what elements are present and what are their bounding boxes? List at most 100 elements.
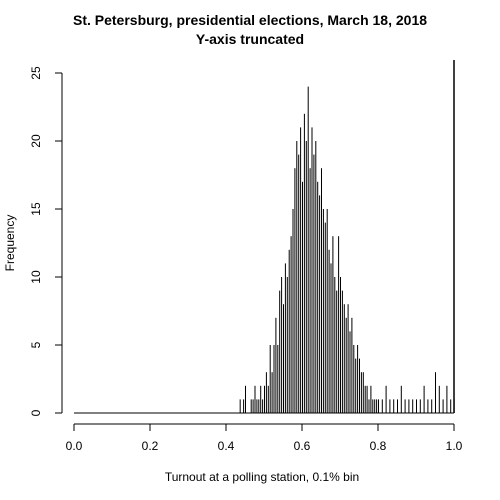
histogram-bar: [366, 385, 368, 413]
y-tick-label: 0: [29, 409, 43, 416]
histogram-bar: [300, 127, 302, 414]
histogram-bar: [400, 385, 402, 413]
histogram-bar: [412, 399, 414, 413]
histogram-bar: [326, 209, 328, 413]
histogram-bar: [442, 399, 444, 413]
x-tick-label: 0.2: [142, 439, 159, 453]
histogram-bar: [317, 181, 319, 413]
y-tick-label: 5: [29, 341, 43, 348]
histogram-bar: [313, 154, 315, 413]
histogram-bar: [267, 385, 269, 413]
histogram-bar: [328, 249, 330, 413]
histogram-bar: [290, 236, 292, 413]
histogram-bar: [307, 86, 309, 413]
y-tick-label: 15: [29, 202, 43, 216]
histogram-bar: [404, 399, 406, 413]
histogram-bar: [370, 385, 372, 413]
histogram-bar: [345, 317, 347, 413]
histogram-bar: [279, 290, 281, 413]
histogram-bar: [393, 399, 395, 413]
chart-subtitle: Y-axis truncated: [195, 31, 305, 47]
histogram-bar: [265, 372, 267, 413]
histogram-bar: [239, 399, 241, 413]
histogram-bar: [362, 372, 364, 413]
x-tick-label: 1.0: [446, 439, 463, 453]
histogram-bar: [419, 399, 421, 413]
histogram-bar: [322, 209, 324, 413]
y-tick-label: 20: [29, 134, 43, 148]
histogram-bar: [336, 290, 338, 413]
histogram-bar: [250, 399, 252, 413]
histogram-bar: [423, 385, 425, 413]
histogram-bar: [364, 385, 366, 413]
histogram-bar: [303, 113, 305, 414]
y-axis-label: Frequency: [3, 215, 17, 272]
y-axis-ticks: 0 5 10 15 20 25: [29, 66, 62, 416]
histogram-bar: [397, 399, 398, 413]
histogram-bar: [446, 385, 448, 413]
histogram-bar: [332, 236, 334, 413]
histogram-bar: [262, 399, 264, 413]
histogram-bar: [277, 345, 279, 413]
histogram-bar: [408, 399, 410, 413]
chart-title: St. Petersburg, presidential elections, …: [72, 12, 428, 28]
x-tick-label: 0.0: [66, 439, 83, 453]
histogram-bar: [271, 372, 273, 413]
histogram-bar: [273, 345, 275, 413]
histogram-bar: [311, 127, 313, 414]
histogram-bar: [269, 345, 271, 413]
histogram-bar: [264, 385, 265, 413]
histogram-bar: [450, 399, 452, 413]
histogram-bar: [260, 385, 262, 413]
x-axis-ticks: 0.0 0.2 0.4 0.6 0.8 1.0: [66, 424, 463, 453]
histogram-bars: [74, 60, 455, 414]
histogram-bar: [256, 399, 258, 413]
histogram-bar: [284, 263, 286, 413]
histogram-bar: [281, 277, 283, 413]
x-axis-label: Turnout at a polling station, 0.1% bin: [165, 470, 359, 484]
histogram-bar: [334, 277, 336, 413]
histogram-bar: [315, 141, 317, 413]
histogram-bar: [372, 399, 374, 413]
histogram-bar: [341, 290, 343, 413]
y-tick-label: 25: [29, 66, 43, 80]
histogram-bar: [438, 385, 440, 413]
histogram-bar: [324, 222, 326, 413]
histogram-bar: [360, 372, 362, 413]
histogram-bar: [389, 399, 391, 413]
histogram-bar: [374, 399, 376, 413]
histogram-bar: [378, 399, 379, 413]
histogram-bar: [427, 399, 429, 413]
histogram-bar: [349, 331, 351, 413]
histogram-bar: [381, 399, 383, 413]
histogram-bar: [347, 304, 349, 413]
histogram-bar: [340, 277, 341, 413]
histogram-bar: [368, 399, 370, 413]
histogram-bar: [359, 358, 360, 413]
histogram-bar: [296, 141, 298, 413]
histogram-bar: [385, 385, 387, 413]
histogram-bar: [338, 236, 340, 413]
histogram-bar: [435, 372, 436, 413]
histogram-bar: [245, 385, 246, 413]
x-tick-label: 0.8: [370, 439, 387, 453]
histogram-bar: [283, 304, 284, 413]
histogram-bar: [254, 385, 256, 413]
histogram-bar: [376, 399, 378, 413]
histogram-bar: [330, 263, 332, 413]
histogram-bar: [321, 168, 322, 413]
histogram-bar: [305, 141, 307, 413]
histogram-bar: [292, 209, 294, 413]
histogram-bar: [288, 249, 290, 413]
histogram-bar: [416, 399, 417, 413]
histogram-bar: [302, 181, 303, 413]
histogram-bar: [243, 399, 245, 413]
histogram-bar: [353, 345, 355, 413]
histogram-bar: [343, 304, 345, 413]
histogram-bar: [357, 345, 359, 413]
histogram-bar: [298, 154, 300, 413]
histogram-bar: [252, 399, 254, 413]
histogram-bar: [309, 168, 311, 413]
histogram-bar: [275, 317, 277, 413]
